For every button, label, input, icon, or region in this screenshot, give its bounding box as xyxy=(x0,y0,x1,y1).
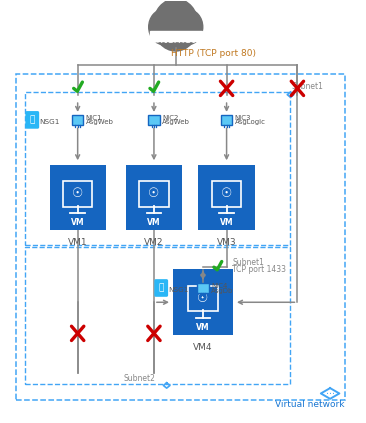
Text: VM: VM xyxy=(196,323,210,332)
Text: VM: VM xyxy=(71,218,85,227)
Text: NIC1: NIC1 xyxy=(86,115,102,121)
Text: VM3: VM3 xyxy=(217,238,236,247)
Bar xyxy=(198,165,255,231)
Bar xyxy=(150,31,202,41)
Circle shape xyxy=(153,0,198,51)
Text: NSG1: NSG1 xyxy=(40,119,60,125)
FancyBboxPatch shape xyxy=(188,286,218,311)
Text: ⛨: ⛨ xyxy=(158,283,164,292)
Text: TCP port 1433: TCP port 1433 xyxy=(232,265,286,275)
Text: NIC3: NIC3 xyxy=(235,115,251,121)
Bar xyxy=(126,165,182,231)
Text: Subnet1: Subnet1 xyxy=(232,258,264,267)
Bar xyxy=(49,165,106,231)
FancyBboxPatch shape xyxy=(154,279,168,297)
Text: NIC2: NIC2 xyxy=(162,115,178,121)
Circle shape xyxy=(158,18,184,48)
FancyBboxPatch shape xyxy=(63,181,92,207)
Text: AsgWeb: AsgWeb xyxy=(86,119,113,125)
Text: Subnet2: Subnet2 xyxy=(123,374,155,382)
Text: VM: VM xyxy=(147,218,161,227)
Text: ⛨: ⛨ xyxy=(30,115,35,124)
Text: AsgWeb: AsgWeb xyxy=(162,119,190,125)
Bar xyxy=(173,269,233,335)
FancyBboxPatch shape xyxy=(221,115,232,124)
Bar xyxy=(25,247,290,384)
Text: VM1: VM1 xyxy=(68,238,87,247)
Text: NIC4: NIC4 xyxy=(211,283,227,289)
Bar xyxy=(16,74,345,400)
FancyBboxPatch shape xyxy=(25,111,39,129)
Circle shape xyxy=(163,20,188,49)
FancyBboxPatch shape xyxy=(148,115,160,124)
Text: AsgLogic: AsgLogic xyxy=(235,119,266,125)
Text: Subnet1: Subnet1 xyxy=(292,82,324,91)
Text: ☉: ☉ xyxy=(72,187,83,200)
Text: VM4: VM4 xyxy=(193,343,213,352)
Bar xyxy=(25,92,290,245)
Text: VM2: VM2 xyxy=(144,238,164,247)
Circle shape xyxy=(172,9,203,45)
Text: ☉: ☉ xyxy=(221,187,232,200)
Text: ⋯: ⋯ xyxy=(326,389,335,398)
Text: Internet: Internet xyxy=(155,35,197,45)
FancyBboxPatch shape xyxy=(197,283,209,293)
Text: Virtual network: Virtual network xyxy=(275,400,345,409)
Circle shape xyxy=(149,9,179,45)
Text: ☉: ☉ xyxy=(148,187,160,200)
Text: AsgDb: AsgDb xyxy=(211,288,234,294)
Text: ☉: ☉ xyxy=(197,292,209,305)
Text: NSG1: NSG1 xyxy=(168,287,189,293)
Circle shape xyxy=(168,18,194,48)
Text: VM: VM xyxy=(220,218,234,227)
FancyBboxPatch shape xyxy=(212,181,241,207)
FancyBboxPatch shape xyxy=(139,181,169,207)
Text: HTTP (TCP port 80): HTTP (TCP port 80) xyxy=(171,49,255,58)
FancyBboxPatch shape xyxy=(72,115,83,124)
